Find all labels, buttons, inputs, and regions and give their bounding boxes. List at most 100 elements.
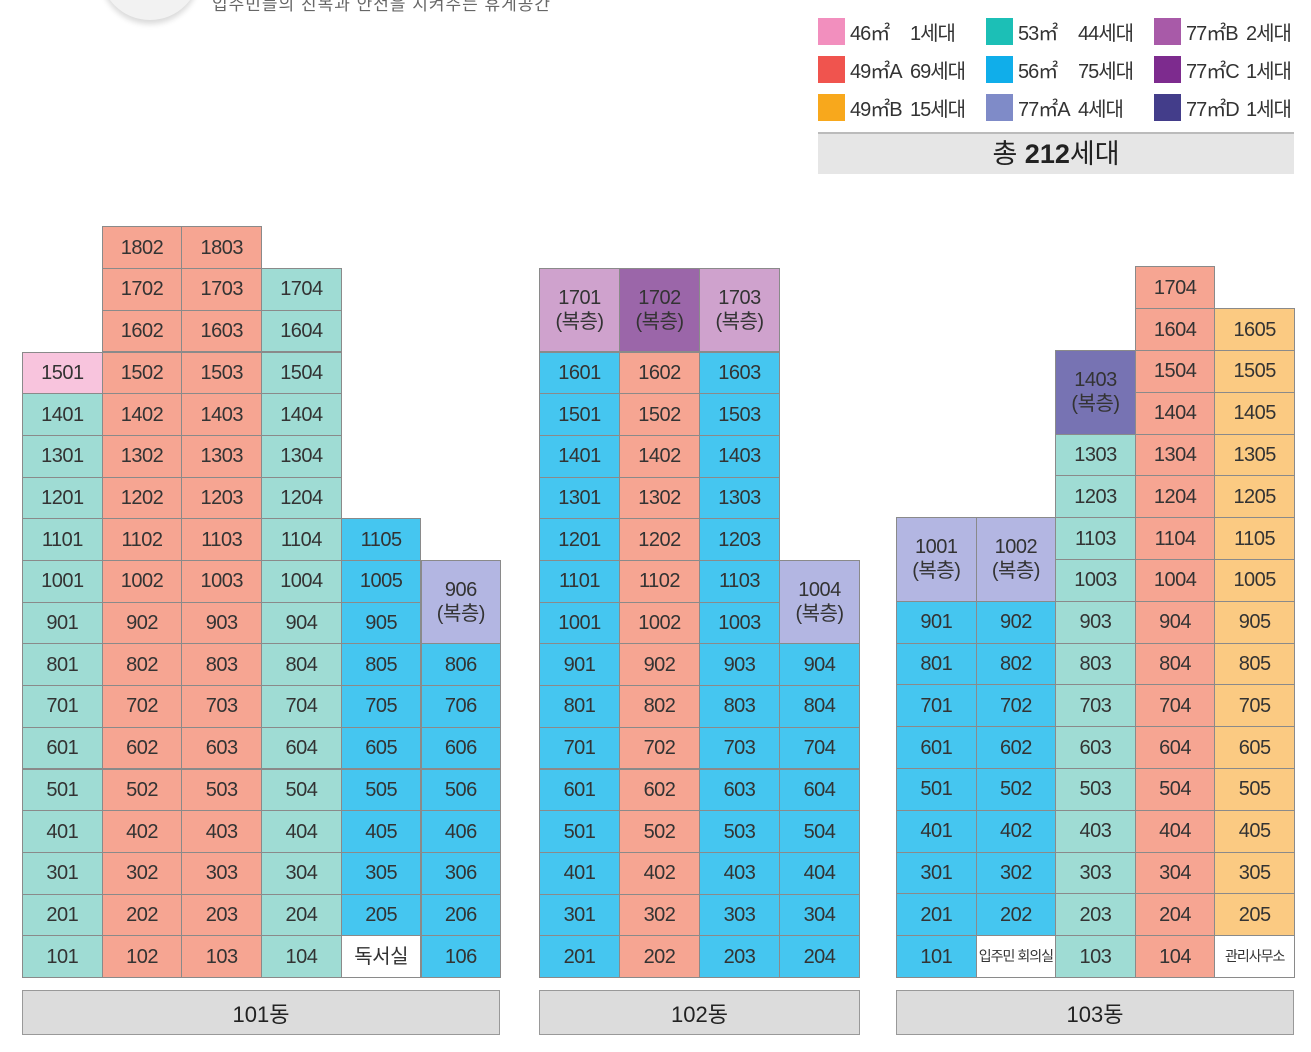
unit-cell: 605 [340,726,422,770]
legend-count: 69세대 [910,60,966,83]
legend-item: 77㎡A 4세대 [986,92,1154,122]
unit-cell: 204 [261,893,342,937]
unit-cell: 503 [699,810,780,853]
unit-cell: 905 [340,601,422,645]
unit-cell: 1704 [261,268,342,311]
unit-cell: 703 [1055,684,1136,728]
unit-cell: 1502 [619,393,700,436]
unit-cell: 501 [896,768,977,811]
unit-cell: 502 [975,768,1057,811]
unit-cell: 1001 (복층) [896,517,977,602]
unit-cell: 1501 [539,393,620,436]
unit-cell: 1102 [619,560,700,603]
unit-cell: 1204 [1134,475,1216,519]
legend-item: 53㎡ 44세대 [986,16,1154,46]
unit-cell: 703 [181,685,263,728]
legend-count: 4세대 [1078,98,1124,121]
unit-cell: 202 [101,893,183,937]
unit-cell: 904 [1134,600,1216,644]
unit-cell: 802 [101,643,183,687]
unit-cell: 904 [261,601,342,645]
unit-cell: 805 [1214,642,1295,686]
legend-item: 49㎡B 15세대 [818,92,986,122]
legend-size: 56㎡ [1018,60,1058,83]
unit-cell: 1005 [340,560,422,603]
unit-cell: 1101 [539,560,620,603]
unit-cell: 1003 [181,560,263,603]
unit-cell: 1303 [699,476,780,520]
unit-cell: 906 (복층) [420,560,502,645]
unit-cell: 1004 (복층) [779,560,860,645]
legend-item: 56㎡ 75세대 [986,54,1154,84]
legend-swatch [1154,93,1181,121]
unit-cell: 301 [539,893,620,937]
unit-cell: 1002 (복층) [975,517,1057,602]
unit-cell: 1505 [1214,350,1295,393]
unit-cell: 304 [261,851,342,895]
total-households: 총 212세대 [818,132,1294,174]
unit-cell: 1603 [699,351,780,395]
unit-cell: 103 [1055,935,1136,978]
unit-cell: 1403 [181,393,263,436]
unit-cell: 입주민 회의실 [975,935,1057,978]
legend-item: 77㎡D 1세대 [1154,92,1294,122]
unit-cell: 1002 [619,601,700,645]
unit-cell: 1304 [261,434,342,478]
unit-cell: 604 [779,768,860,812]
unit-cell: 603 [181,726,263,770]
unit-cell: 705 [1214,684,1295,728]
unit-cell: 1704 [1134,266,1216,310]
unit-cell: 504 [261,768,342,812]
unit-cell: 1205 [1214,475,1295,519]
unit-cell: 201 [896,893,977,937]
building-label-101: 101동 [22,990,500,1035]
total-suffix: 세대 [1069,139,1120,169]
unit-cell: 204 [1134,893,1216,937]
unit-cell: 501 [22,768,103,812]
unit-cell: 402 [619,851,700,895]
unit-cell: 903 [1055,600,1136,644]
unit-cell: 405 [1214,809,1295,853]
unit-cell: 1201 [539,518,620,561]
unit-cell: 1104 [1134,517,1216,560]
unit-cell: 306 [420,851,502,895]
legend-swatch [986,17,1013,45]
unit-cell: 1202 [101,476,183,520]
unit-cell: 1103 [1055,517,1136,560]
legend-item: 49㎡A 69세대 [818,54,986,84]
unit-cell: 702 [101,685,183,728]
unit-cell: 1204 [261,476,342,520]
unit-cell: 702 [619,726,700,770]
unit-cell: 803 [181,643,263,687]
unit-cell: 1201 [22,476,103,520]
legend-size: 77㎡B [1186,22,1239,45]
unit-cell: 1504 [1134,350,1216,393]
unit-cell: 1104 [261,518,342,561]
unit-cell: 802 [619,685,700,728]
building-label-103: 103동 [896,990,1294,1035]
unit-cell: 102 [101,935,183,978]
unit-cell: 602 [101,726,183,770]
legend-size: 77㎡D [1186,98,1240,121]
unit-cell: 205 [340,893,422,937]
unit-cell: 1203 [181,476,263,520]
unit-cell: 1004 [1134,559,1216,602]
unit-cell: 502 [619,810,700,853]
unit-cell: 602 [619,768,700,812]
unit-cell: 1003 [1055,559,1136,602]
legend-count: 2세대 [1246,22,1292,45]
building-label-102: 102동 [539,990,860,1035]
unit-cell: 1402 [619,434,700,478]
unit-cell: 1303 [181,434,263,478]
unit-cell: 101 [896,935,977,978]
unit-cell: 1802 [101,226,183,270]
unit-cell: 302 [101,851,183,895]
unit-cell: 603 [1055,726,1136,769]
unit-cell: 1404 [261,393,342,436]
unit-cell: 505 [340,768,422,812]
unit-cell: 804 [1134,642,1216,686]
unit-cell: 404 [1134,809,1216,853]
unit-cell: 606 [420,726,502,770]
unit-cell: 404 [779,851,860,895]
unit-cell: 301 [22,851,103,895]
